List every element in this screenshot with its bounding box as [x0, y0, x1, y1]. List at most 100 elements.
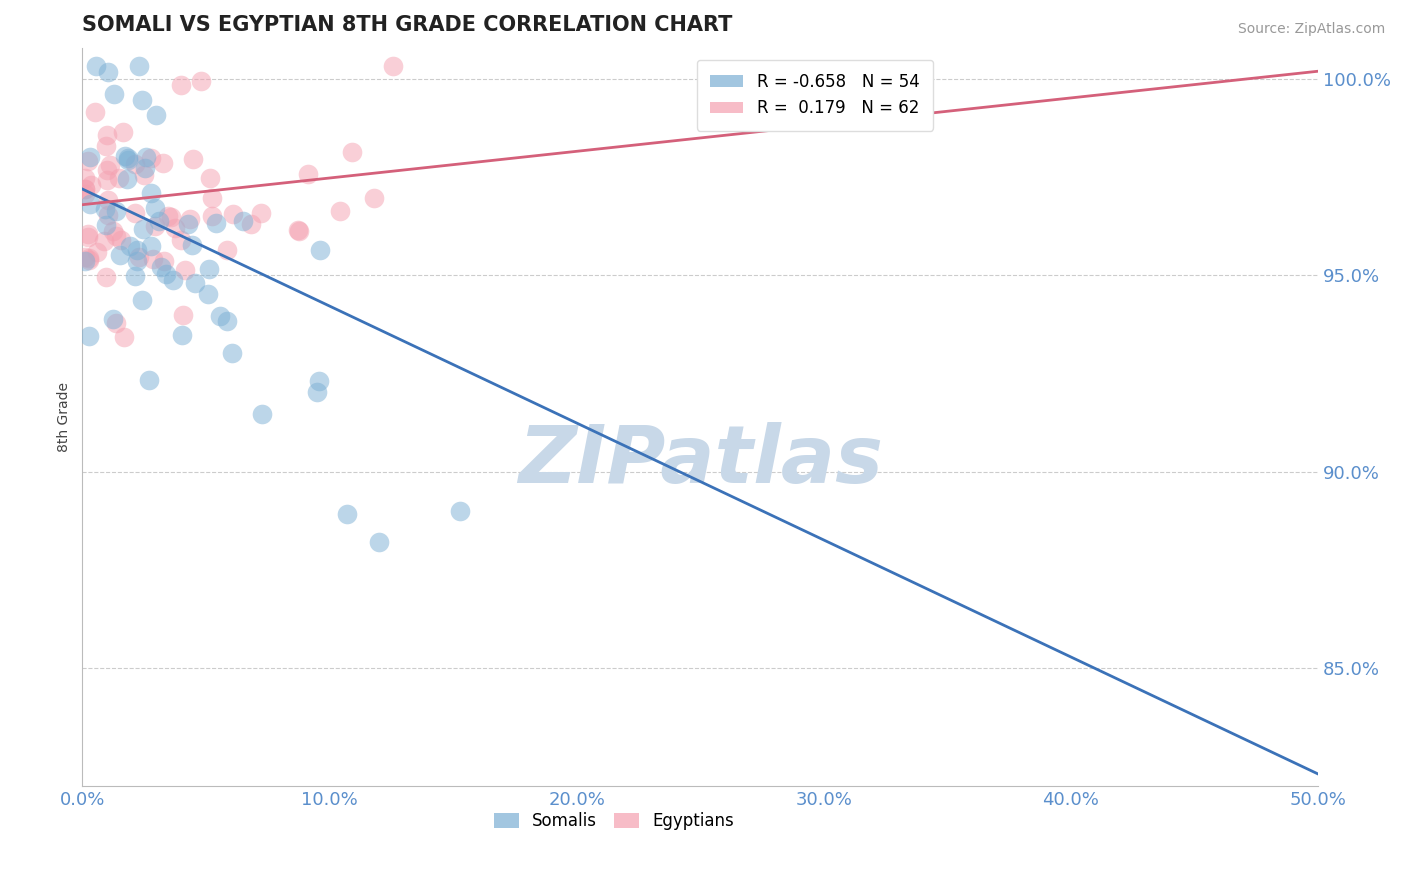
Point [145, 201, 167, 215]
Point [104, 203, 127, 218]
Legend: Somalis, Egyptians: Somalis, Egyptians [486, 805, 741, 837]
Point [363, 191, 385, 205]
Point [73, 187, 96, 202]
Point [287, 223, 309, 237]
Point [309, 243, 332, 257]
Point [84, 105, 107, 120]
Point [250, 407, 273, 421]
Point [77, 154, 100, 169]
Point [73, 250, 96, 264]
Point [73, 254, 96, 268]
Point [97, 209, 120, 223]
Point [80, 178, 103, 193]
Point [75, 182, 97, 196]
Point [112, 329, 135, 343]
Text: ZIPatlas: ZIPatlas [517, 422, 883, 500]
Point [217, 243, 239, 257]
Point [221, 346, 243, 360]
Point [200, 171, 222, 186]
Point [108, 248, 131, 262]
Point [145, 108, 167, 122]
Point [111, 125, 134, 139]
Point [297, 168, 319, 182]
Point [288, 224, 311, 238]
Point [449, 503, 471, 517]
Point [77, 252, 100, 267]
Point [91, 0, 114, 10]
Point [77, 251, 100, 265]
Point [170, 233, 193, 247]
Point [86, 244, 108, 259]
Point [179, 212, 201, 227]
Point [110, 233, 132, 247]
Point [163, 221, 186, 235]
Point [94, 202, 117, 216]
Point [200, 191, 222, 205]
Point [93, 234, 115, 248]
Point [170, 327, 193, 342]
Point [104, 316, 127, 330]
Text: SOMALI VS EGYPTIAN 8TH GRADE CORRELATION CHART: SOMALI VS EGYPTIAN 8TH GRADE CORRELATION… [83, 15, 733, 35]
Point [139, 186, 162, 201]
Point [201, 210, 224, 224]
Point [183, 276, 205, 290]
Point [138, 373, 160, 387]
Point [139, 239, 162, 253]
Point [108, 170, 131, 185]
Point [128, 59, 150, 73]
Point [105, 228, 128, 243]
Point [103, 87, 125, 101]
Point [76, 230, 98, 244]
Point [208, 309, 231, 323]
Text: Source: ZipAtlas.com: Source: ZipAtlas.com [1237, 22, 1385, 37]
Point [131, 293, 153, 307]
Y-axis label: 8th Grade: 8th Grade [58, 382, 72, 451]
Point [134, 161, 156, 176]
Point [128, 251, 150, 265]
Point [98, 157, 121, 171]
Point [124, 157, 146, 171]
Point [149, 260, 172, 275]
Point [73, 171, 96, 186]
Point [94, 219, 117, 233]
Point [125, 243, 148, 257]
Point [94, 139, 117, 153]
Point [160, 210, 183, 224]
Point [124, 268, 146, 283]
Point [172, 308, 194, 322]
Point [170, 78, 193, 93]
Point [101, 224, 124, 238]
Point [190, 73, 212, 87]
Point [382, 59, 405, 73]
Point [94, 270, 117, 285]
Point [97, 64, 120, 78]
Point [79, 150, 101, 164]
Point [181, 153, 204, 167]
Point [139, 151, 162, 165]
Point [336, 507, 359, 521]
Point [157, 209, 180, 223]
Point [131, 93, 153, 107]
Point [117, 153, 139, 167]
Point [367, 535, 389, 549]
Point [198, 262, 221, 277]
Point [117, 171, 139, 186]
Point [96, 193, 118, 207]
Point [305, 384, 328, 399]
Point [162, 273, 184, 287]
Point [152, 254, 174, 268]
Point [77, 227, 100, 242]
Point [96, 163, 118, 178]
Point [79, 197, 101, 211]
Point [117, 151, 139, 165]
Point [75, 182, 97, 196]
Point [132, 221, 155, 235]
Point [197, 286, 219, 301]
Point [96, 172, 118, 186]
Point [96, 128, 118, 143]
Point [239, 217, 262, 231]
Point [232, 214, 254, 228]
Point [135, 150, 157, 164]
Point [215, 314, 238, 328]
Point [177, 217, 200, 231]
